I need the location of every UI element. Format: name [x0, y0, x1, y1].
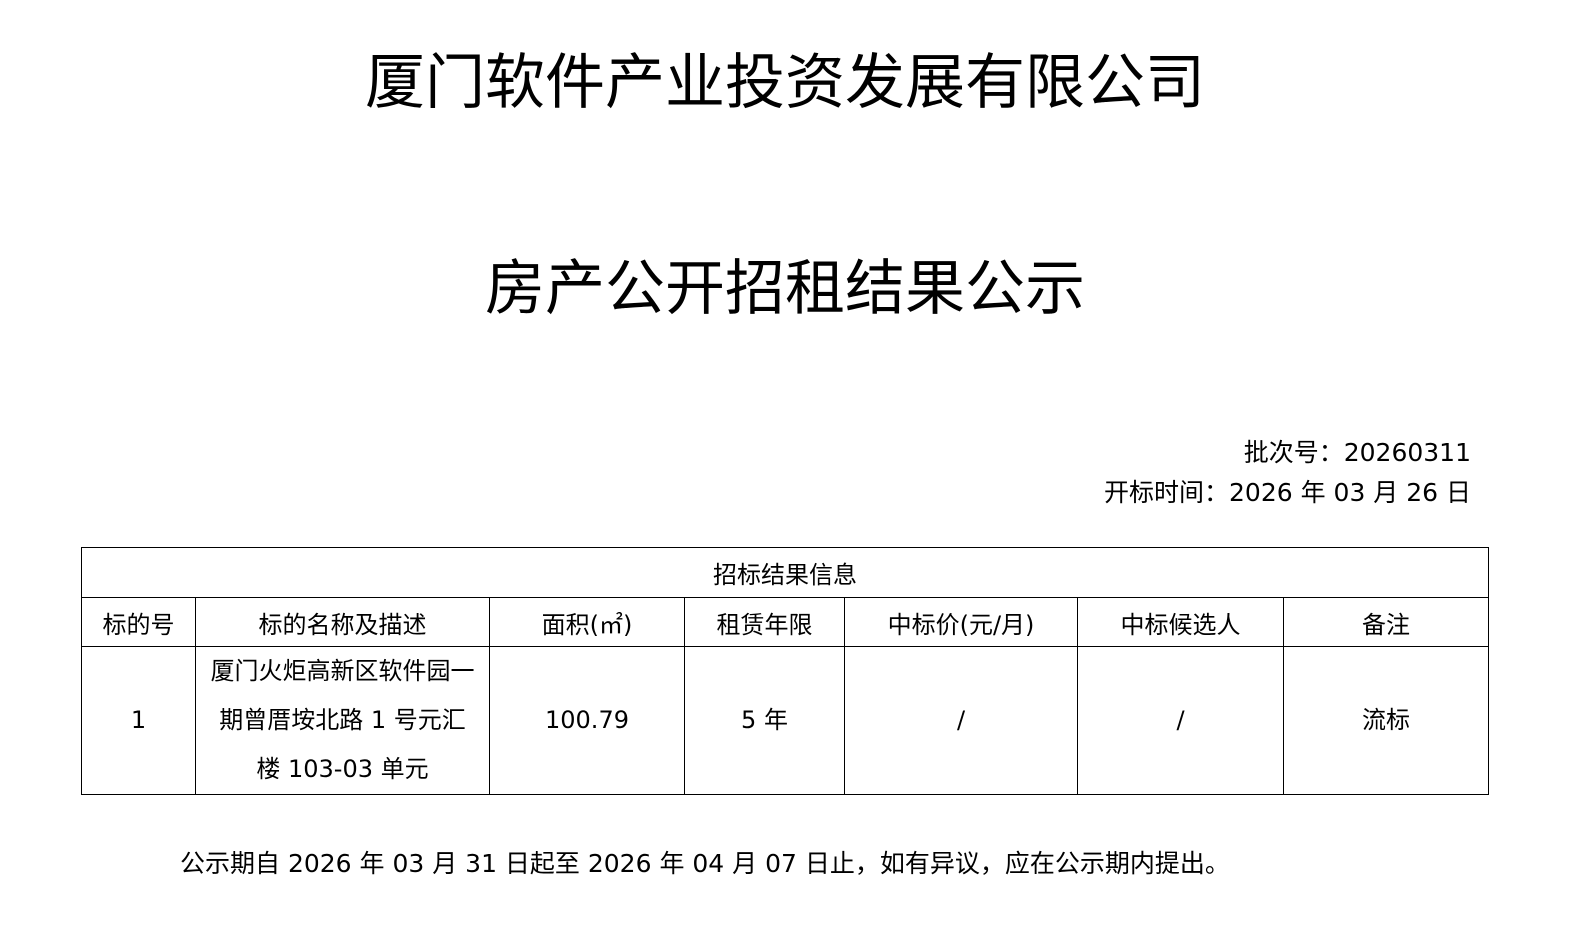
header-cell: 标的号 [81, 597, 196, 647]
remarks: 流标 [1283, 646, 1489, 795]
document-title: 房产公开招租结果公示 [485, 254, 1085, 324]
lot-description-text: 厦门火炬高新区软件园一期曾厝垵北路 1 号元汇楼 103-03 单元 [210, 657, 475, 783]
winning-bidder: / [1077, 646, 1284, 795]
header-cell: 中标候选人 [1077, 597, 1284, 647]
table-row: 1 厦门火炬高新区软件园一期曾厝垵北路 1 号元汇楼 103-03 单元 100… [81, 646, 1489, 795]
opening-value: 2026 年 03 月 26 日 [1229, 478, 1471, 507]
winning-price: / [844, 646, 1078, 795]
opening-label: 开标时间： [1104, 478, 1230, 507]
lot-description: 厦门火炬高新区软件园一期曾厝垵北路 1 号元汇楼 103-03 单元 [195, 646, 490, 795]
table-caption: 招标结果信息 [81, 547, 1489, 598]
opening-time: 开标时间：2026 年 03 月 26 日 [1104, 478, 1471, 508]
header-cell: 备注 [1283, 597, 1489, 647]
batch-number: 批次号：20260311 [1244, 438, 1471, 468]
results-table: 招标结果信息 标的号 标的名称及描述 面积(㎡) 租赁年限 中标价(元/月) 中… [81, 547, 1489, 795]
table-header-row: 标的号 标的名称及描述 面积(㎡) 租赁年限 中标价(元/月) 中标候选人 备注 [81, 597, 1489, 647]
header-cell: 面积(㎡) [489, 597, 685, 647]
batch-value: 20260311 [1343, 438, 1471, 467]
header-cell: 中标价(元/月) [844, 597, 1078, 647]
company-name: 厦门软件产业投资发展有限公司 [365, 48, 1205, 118]
lease-term: 5 年 [684, 646, 845, 795]
header-cell: 标的名称及描述 [195, 597, 490, 647]
header-cell: 租赁年限 [684, 597, 845, 647]
lot-number: 1 [81, 646, 196, 795]
area: 100.79 [489, 646, 685, 795]
batch-label: 批次号： [1243, 438, 1344, 467]
publicity-period-note: 公示期自 2026 年 03 月 31 日起至 2026 年 04 月 07 日… [180, 849, 1230, 878]
